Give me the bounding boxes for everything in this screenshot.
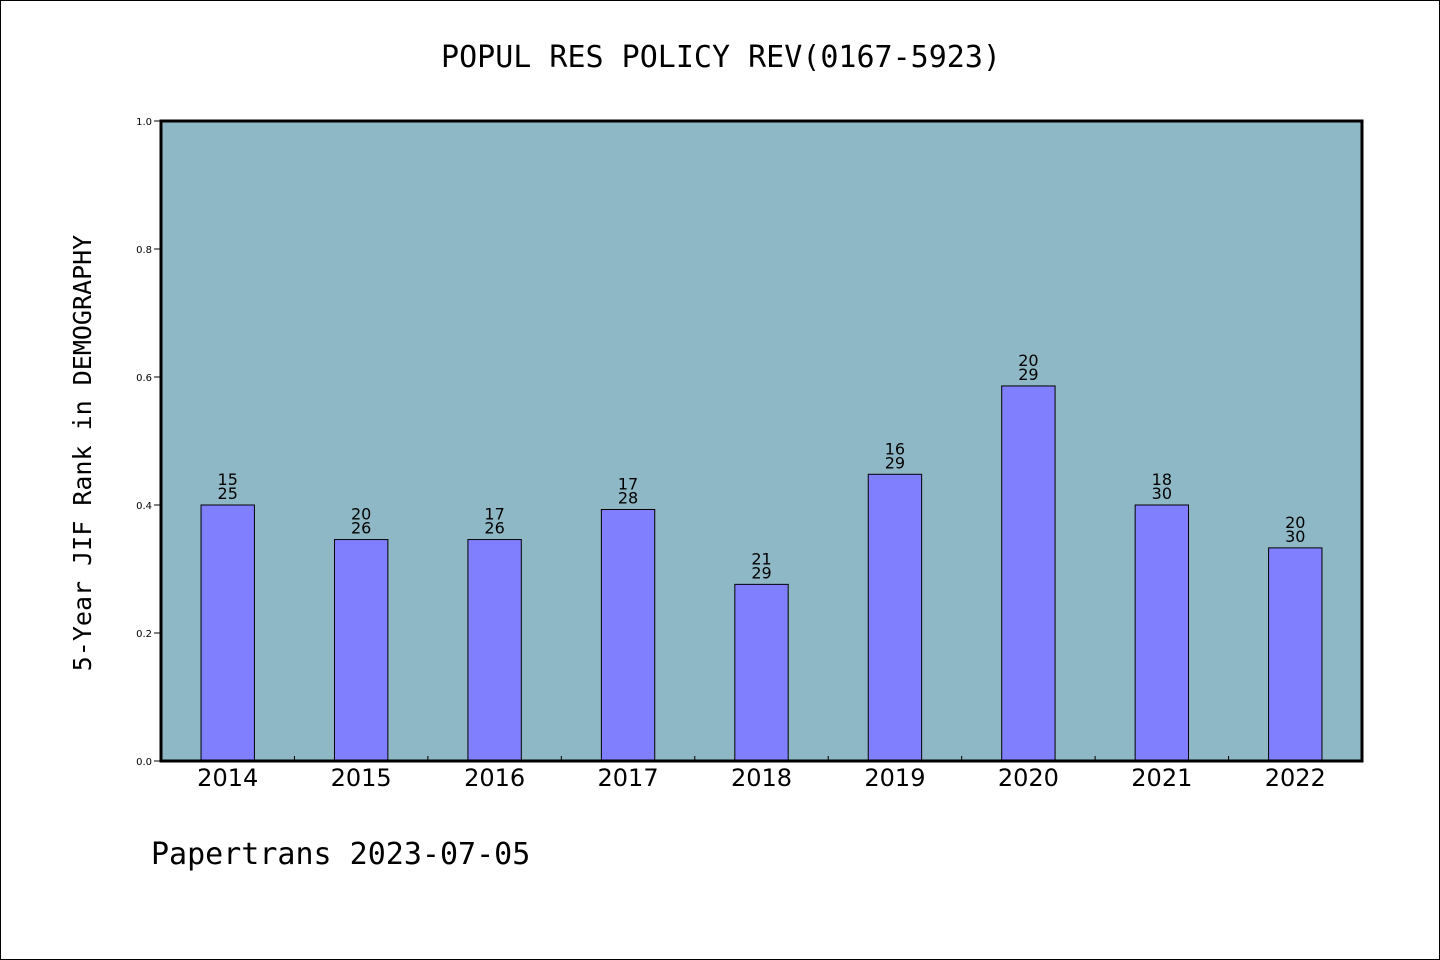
bar-label-total-2022: 30 — [1285, 527, 1305, 546]
x-tick-label-2014: 2014 — [197, 764, 258, 792]
bar-label-rank-2014: 15 — [218, 470, 238, 489]
bar-2014 — [200, 504, 255, 762]
bar-label-total-2015: 26 — [351, 519, 371, 538]
bar-2018 — [734, 583, 789, 762]
x-tick-label-2018: 2018 — [731, 764, 792, 792]
bar-2020 — [1001, 385, 1056, 762]
x-tick-label-2017: 2017 — [598, 764, 659, 792]
bar-label-total-2017: 28 — [618, 488, 638, 507]
x-tick-label-2022: 2022 — [1265, 764, 1326, 792]
bar-label-rank-2017: 17 — [618, 474, 638, 493]
bar-label-rank-2016: 17 — [484, 505, 504, 524]
y-tick-label-0.4: 0.4 — [136, 501, 152, 512]
bar-label-rank-2020: 20 — [1018, 351, 1038, 370]
chart-title: POPUL RES POLICY REV(0167-5923) — [441, 40, 1001, 75]
bar-label-total-2018: 29 — [751, 563, 771, 582]
bar-label-rank-2015: 20 — [351, 505, 371, 524]
bar-2015 — [333, 539, 389, 762]
x-tick-label-2015: 2015 — [331, 764, 392, 792]
x-tick-label-2020: 2020 — [998, 764, 1059, 792]
bar-2019 — [867, 473, 923, 762]
y-tick-label-0.6: 0.6 — [136, 373, 152, 384]
x-tick-label-2016: 2016 — [464, 764, 525, 792]
x-tick-label-2021: 2021 — [1131, 764, 1192, 792]
y-tick-label-0.2: 0.2 — [136, 629, 152, 640]
bar-label-total-2014: 25 — [218, 484, 238, 503]
y-axis-label: 5-Year JIF Rank in DEMOGRAPHY — [68, 235, 97, 672]
bar-label-total-2020: 29 — [1018, 365, 1038, 384]
bar-label-rank-2018: 21 — [751, 549, 771, 568]
x-tick-label-2019: 2019 — [864, 764, 925, 792]
y-tick-label-1.0: 1.0 — [136, 117, 152, 128]
plot-frame — [159, 119, 1364, 763]
bar-label-total-2021: 30 — [1152, 484, 1172, 503]
bar-2021 — [1134, 504, 1190, 762]
bar-label-rank-2021: 18 — [1152, 470, 1172, 489]
bar-label-total-2016: 26 — [484, 519, 504, 538]
bar-2017 — [600, 508, 656, 762]
bar-label-rank-2022: 20 — [1285, 513, 1305, 532]
footer-stamp: Papertrans 2023-07-05 — [151, 837, 530, 872]
bar-2022 — [1268, 547, 1323, 762]
bar-label-total-2019: 29 — [885, 453, 905, 472]
y-tick-label-0.0: 0.0 — [136, 757, 152, 768]
y-tick-label-0.8: 0.8 — [136, 245, 152, 256]
axis-layer: 2014 2015 2016 2017 2018 2019 2020 2021 20220.00… — [136, 117, 1326, 792]
bar-label-rank-2019: 16 — [885, 439, 905, 458]
bar-2016 — [467, 539, 522, 762]
